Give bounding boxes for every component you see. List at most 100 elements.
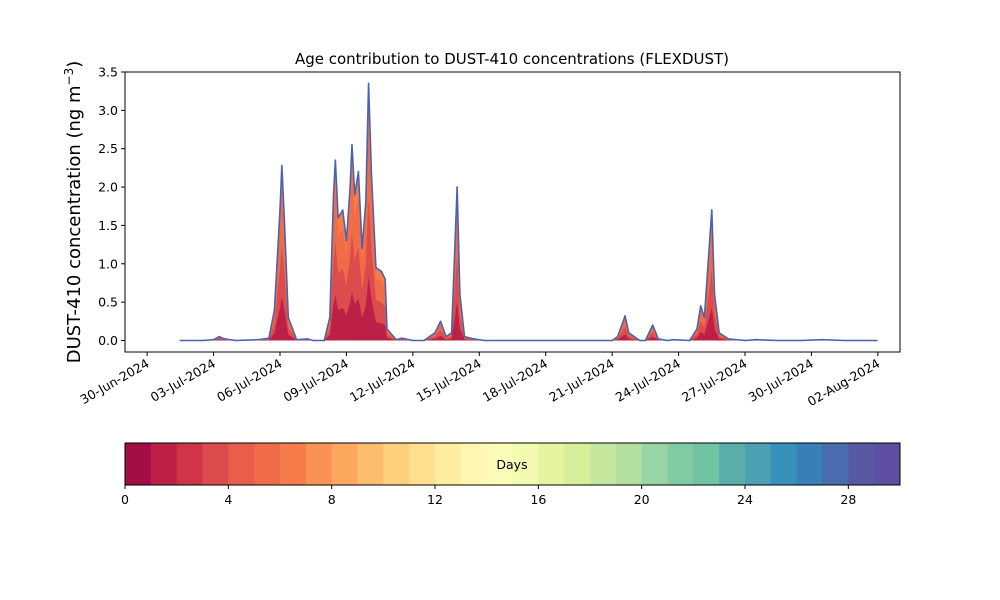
- data-point: [279, 209, 281, 211]
- data-point: [456, 186, 458, 188]
- colorbar-segment: [719, 443, 746, 485]
- data-point: [703, 316, 706, 319]
- colorbar-segment: [538, 443, 565, 485]
- data-point: [713, 293, 716, 296]
- data-point: [361, 247, 363, 250]
- data-point: [463, 335, 466, 338]
- colorbar-segment: [176, 443, 203, 485]
- colorbar-segment: [280, 443, 307, 485]
- data-point: [755, 338, 757, 341]
- colorbar-tick-label: 4: [224, 492, 232, 507]
- colorbar-segment: [822, 443, 849, 485]
- plot-background: [125, 72, 900, 352]
- data-point: [445, 335, 447, 338]
- data-point: [179, 339, 182, 342]
- data-point: [370, 170, 373, 173]
- colorbar-frame: [124, 442, 901, 486]
- data-point: [341, 209, 344, 211]
- colorbar-tick-label: 28: [840, 492, 856, 507]
- y-axis-label: DUST-410 concentration (ng m−3): [62, 61, 85, 364]
- colorbar-segment: [150, 443, 178, 485]
- data-point: [349, 186, 351, 188]
- colorbar-segment: [383, 443, 410, 485]
- data-point: [434, 332, 436, 334]
- colorbar-segment: [305, 443, 333, 485]
- data-point: [624, 315, 626, 317]
- data-point: [223, 338, 226, 340]
- data-point: [484, 339, 486, 342]
- data-point: [666, 339, 669, 342]
- colorbar-label: Days: [496, 457, 527, 472]
- colorbar-segment: [435, 443, 462, 485]
- data-point: [273, 309, 276, 311]
- data-point: [395, 338, 398, 341]
- data-point: [657, 338, 660, 340]
- data-point: [384, 278, 386, 280]
- x-tick-label: 27-Jul-2024: [679, 356, 749, 405]
- data-point: [412, 339, 414, 342]
- data-point: [218, 335, 220, 338]
- x-tick-label: 12-Jul-2024: [347, 356, 417, 405]
- data-point: [337, 216, 339, 219]
- data-point: [400, 337, 403, 339]
- colorbar-segment: [615, 443, 643, 485]
- data-point: [212, 338, 215, 341]
- data-point: [777, 339, 780, 342]
- colorbar-segment: [564, 443, 591, 485]
- chart-title: Age contribution to DUST-410 concentrati…: [295, 50, 729, 68]
- colorbar-tick-label: 12: [427, 492, 443, 507]
- colorbar-segment: [590, 443, 617, 485]
- colorbar-segment: [357, 443, 384, 485]
- data-point: [281, 164, 283, 167]
- data-point: [865, 339, 868, 342]
- x-tick-label: 15-Jul-2024: [413, 356, 483, 405]
- colorbar-segment: [693, 443, 720, 485]
- colorbar-segment: [874, 443, 901, 485]
- colorbar-tick-label: 24: [737, 492, 753, 507]
- y-tick-label: 0.0: [98, 333, 118, 348]
- y-axis-label-close: ): [64, 61, 85, 68]
- colorbar-segment: [486, 443, 513, 485]
- data-point: [334, 159, 337, 162]
- data-point: [843, 339, 846, 342]
- colorbar-segment: [202, 443, 229, 485]
- data-point: [268, 337, 270, 339]
- data-point: [423, 339, 425, 342]
- colorbar-tick-label: 0: [121, 492, 129, 507]
- x-tick-label: 02-Aug-2024: [805, 356, 883, 409]
- data-point: [651, 324, 654, 326]
- colorbar-segment: [331, 443, 358, 485]
- data-point: [876, 339, 878, 342]
- data-point: [234, 339, 237, 342]
- data-point: [357, 170, 360, 173]
- data-point: [375, 266, 377, 269]
- data-point: [450, 332, 453, 334]
- age-layer-3: [180, 276, 877, 341]
- data-point: [472, 338, 475, 340]
- x-tick-label: 09-Jul-2024: [281, 356, 351, 405]
- x-tick-label: 24-Jul-2024: [613, 356, 683, 405]
- colorbar-segment: [641, 443, 668, 485]
- colorbar-segment: [770, 443, 798, 485]
- x-tick-label: 18-Jul-2024: [480, 356, 550, 405]
- y-tick-label: 1.0: [98, 256, 118, 271]
- colorbar-tick-label: 8: [328, 492, 336, 507]
- x-tick-label: 30-Jun-2024: [77, 356, 151, 407]
- data-point: [365, 201, 367, 204]
- data-point: [699, 305, 702, 307]
- colorbar: 0 4 8 12 16 20 24 28: [121, 442, 901, 507]
- data-point: [627, 332, 630, 334]
- data-point: [353, 193, 356, 196]
- data-point: [644, 339, 647, 342]
- data-point: [439, 320, 442, 323]
- y-tick-label: 3.5: [98, 65, 118, 80]
- data-point: [459, 293, 461, 296]
- data-point: [821, 338, 824, 341]
- colorbar-segment: [512, 443, 539, 485]
- y-axis-label-main: DUST-410 concentration (ng m: [64, 85, 85, 363]
- data-point: [332, 193, 335, 196]
- data-point: [639, 339, 641, 342]
- y-tick-label: 3.0: [98, 103, 118, 118]
- data-point: [744, 339, 746, 342]
